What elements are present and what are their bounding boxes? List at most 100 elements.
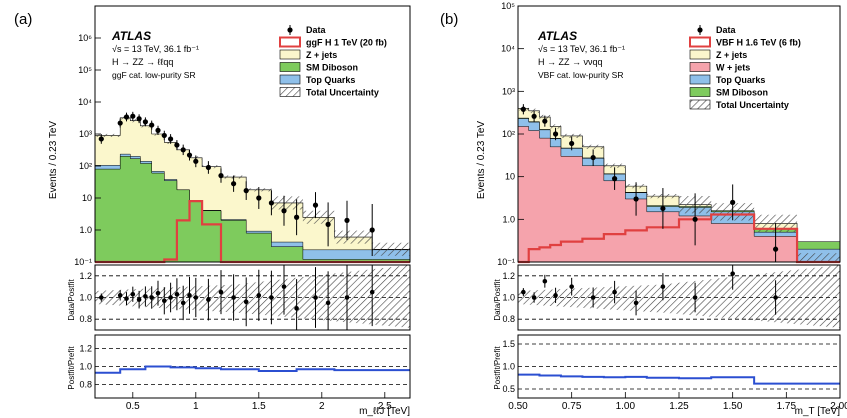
panel-b-ratio-ratio-band [518,265,840,328]
panel-b-ytick-label: 10⁴ [501,44,515,54]
panel-a-data-point [98,136,104,142]
panel-b-ratio-ratio-point [633,300,639,306]
panel-b-data-point [569,140,575,147]
panel-b-ratio-ytick-label: 0.8 [502,314,515,324]
panel-a-data-point [161,132,167,139]
panel-a-ratio-ratio-point [124,296,129,301]
panel-a-prefit-ytick-label: 0.8 [79,380,92,390]
panel-a-ratio-ratio-point [162,298,167,304]
panel-a-ratio-ratio-point [168,295,173,300]
panel-a-ratio-ratio-point [269,295,274,300]
panel-a-ratio-ratio-point [369,289,375,295]
panel-a-data-point [268,200,274,206]
panel-a-ratio-ratio-point [174,291,180,297]
panel-a-ratio-ratio-point [180,300,186,306]
panel-b-prefit-label: Postfit/Prefit [493,346,502,390]
panel-a-legend-swatch [279,49,301,60]
panel-b-uncertainty-band [518,106,840,263]
panel-b-ytick-label: 10³ [502,86,515,96]
panel-b-legend-label: Data [716,25,737,35]
panel-b-ratio-ratio-point [730,271,735,276]
panel-a-xtick-label: 1 [193,401,199,412]
panel-a-ratio-ratio-point [143,294,148,299]
panel-a-ratio-ytick-label: 0.8 [79,314,92,324]
panel-b-data-point [660,205,666,212]
panel-a-data-point [312,202,319,208]
panel-a-atlas: ATLAS [111,29,151,43]
panel-a-data-point [256,195,262,201]
panel-b-legend-swatch [689,49,711,60]
panel-a-data-point [186,152,193,158]
panel-a-prefit-label: Postfit/Prefit [67,346,76,390]
panel-b-legend-label: VBF H 1.6 TeV (6 fb) [716,38,801,48]
panel-a-ratio-ratio-point [294,306,299,311]
panel-b-ratio-ratio-point [531,295,537,300]
panel-b-label: (b) [440,11,458,28]
panel-a-data-point [218,173,224,179]
panel-a-ratio-ratio-point [243,299,249,305]
panel-b-legend-swatch [689,36,711,48]
panel-a-data-point [136,116,142,122]
panel-b-ratio-ratio-point [521,289,526,295]
panel-a-ratio-label: Data/Postfit [67,279,76,321]
panel-a-legend-swatch [279,62,301,72]
panel-a-ytick-label: 10⁶ [78,33,92,43]
panel-a-ratio-ytick-label: 1.2 [79,271,92,281]
panel-b-xtick-label: 2.00 [830,401,847,412]
panel-a-xtick-label: 0.5 [126,401,140,412]
panel-a-prefit-ytick-label: 1.2 [79,344,92,354]
panel-b-ytick-label: 10⁵ [501,1,515,11]
panel-a-data-point [174,142,180,148]
panel-a-data-point [281,208,287,214]
panel-a-ratio-ratio-point [218,289,224,295]
panel-b-energy: √s = 13 TeV, 36.1 fb⁻¹ [538,44,625,54]
panel-b-data-point [633,196,639,202]
panel-b-ratio-frame [517,264,841,331]
panel-a-ratio-ratio-point [99,295,104,300]
panel-a-legend-data-marker [287,27,293,33]
panel-a-prefit-frame [94,334,411,399]
panel-b-data-point [773,246,779,252]
panel-a-ratio-ratio-point [155,290,161,296]
panel-a-xlabel: m_ℓℓJ [TeV] [359,406,410,417]
panel-a-ytick-label: 10² [79,161,92,171]
panel-b-prefit-ytick-label: 1.5 [502,339,515,349]
panel-a-data-point [344,217,350,223]
panel-b-legend-label: Top Quarks [716,75,765,85]
panel-a-ratio-ratio-point [187,293,192,298]
panel-a-xtick-label: 1.5 [252,401,266,412]
panel-b-data-point [612,176,618,182]
panel-a-ytick-label: 10³ [79,129,92,139]
panel-b-ytick-label: 1.0 [502,214,515,224]
panel-a-data-point [142,119,148,125]
panel-a-data-point [231,181,237,187]
panel-b-legend-label: W + jets [716,63,750,73]
panel-b-ratio-ratio-point [612,289,617,295]
panel-a-ylabel: Events / 0.23 TeV [48,121,59,200]
panel-a-process: H → ZZ → ℓℓqq [112,57,173,67]
panel-a-data-point [243,188,249,194]
panel-a-xtick-label: 2.5 [378,401,392,412]
panel-a-ratio-ratio-point [231,295,236,300]
panel-a-ratio-ratio-point [281,284,287,289]
panel-a-legend-label: ggF H 1 TeV (20 fb) [306,38,387,48]
panel-a-ratio-ratio-point [193,295,199,300]
panel-b-legend-swatch [689,99,711,110]
panel-a-data-point [168,136,174,142]
panel-b-ratio-ratio-point [773,295,778,300]
panel-b-prefit-ytick-label: 0.5 [502,384,515,394]
panel-b-ratio-ratio-point [569,284,574,289]
panel-b-legend-swatch [689,74,711,85]
panel-b-legend-swatch [689,87,711,97]
panel-a-data-point [369,227,375,233]
panel-a-energy: √s = 13 TeV, 36.1 fb⁻¹ [112,44,199,54]
panel-a-ratio-ratio-point [117,293,123,298]
panel-a-legend-swatch [279,36,301,48]
panel-b-ytick-label: 10² [502,129,515,139]
panel-b-process: H → ZZ → ννqq [538,57,603,67]
panel-a-legend-label: SM Diboson [306,63,358,73]
panel-b-legend-swatch [689,62,711,72]
panel-b-ratio-ratio-point [553,293,558,298]
panel-b-signal-line [518,213,840,264]
panel-b-data-point [692,216,698,222]
